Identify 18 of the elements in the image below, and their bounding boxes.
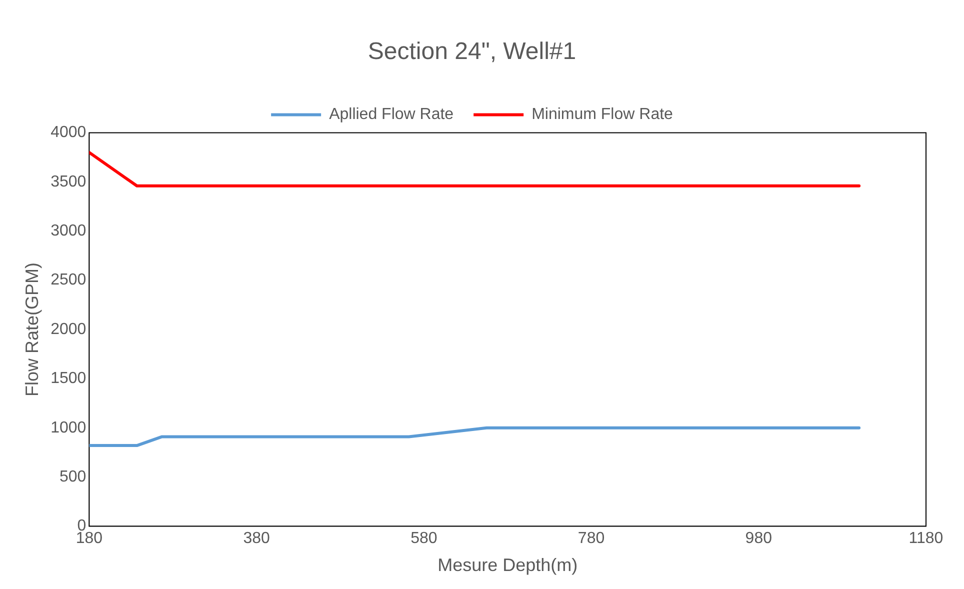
chart-title: Section 24", Well#1	[368, 38, 576, 66]
x-tick-label: 780	[578, 530, 605, 548]
y-tick-label: 1500	[50, 370, 86, 388]
y-tick-label: 2000	[50, 320, 86, 338]
y-axis-title: Flow Rate(GPM)	[22, 262, 42, 397]
y-tick-label: 500	[59, 468, 86, 486]
y-tick-label: 4000	[50, 124, 86, 142]
x-axis-title: Mesure Depth(m)	[438, 555, 578, 576]
y-tick-label: 3500	[50, 173, 86, 190]
x-tick-label: 980	[745, 530, 772, 548]
legend-label: Minimum Flow Rate	[532, 106, 674, 124]
y-tick-label: 2500	[50, 272, 86, 289]
x-tick-label: 580	[410, 530, 438, 548]
y-tick-label: 1000	[50, 419, 86, 436]
x-tick-label: 1180	[908, 530, 944, 548]
y-tick-label: 3000	[50, 222, 86, 240]
legend-label: Apllied Flow Rate	[329, 106, 454, 124]
x-tick-label: 380	[243, 530, 270, 548]
